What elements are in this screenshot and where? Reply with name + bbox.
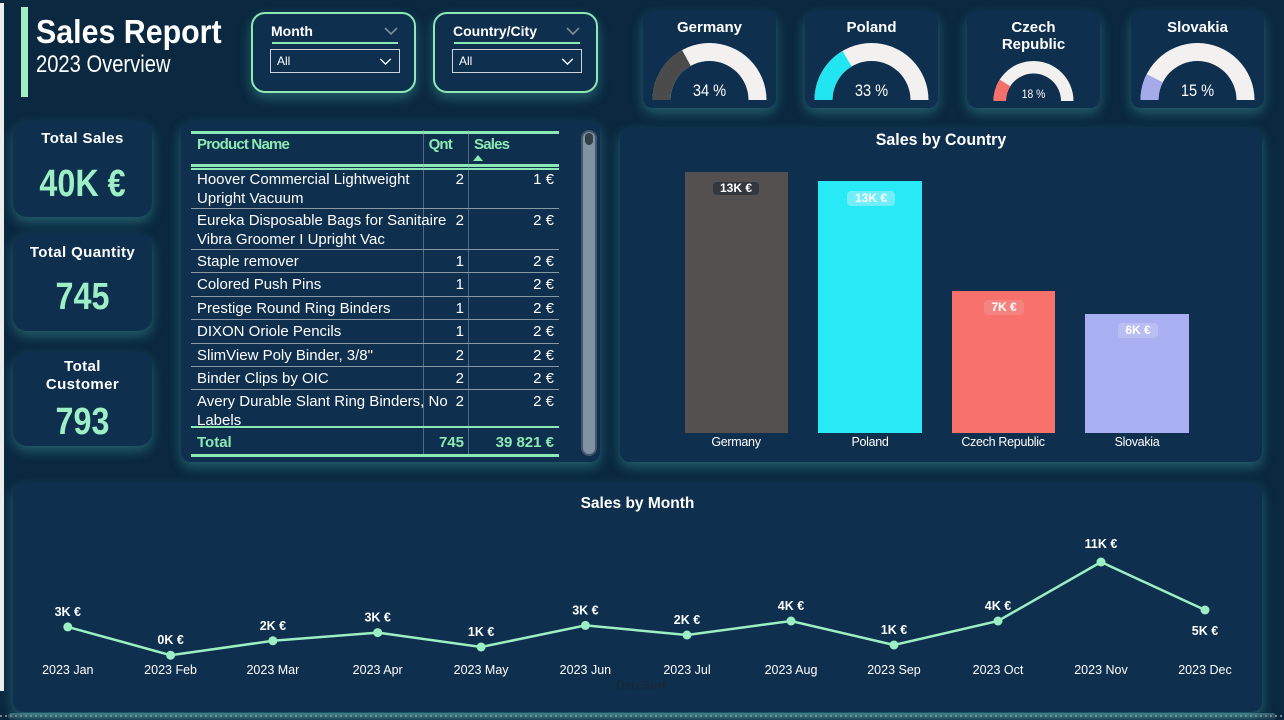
svg-text:2023 Feb: 2023 Feb bbox=[144, 663, 197, 677]
svg-text:5K €: 5K € bbox=[1192, 624, 1218, 638]
svg-text:2023 Aug: 2023 Aug bbox=[765, 663, 818, 677]
svg-text:1K €: 1K € bbox=[881, 623, 907, 637]
svg-text:2023 Jan: 2023 Jan bbox=[42, 663, 93, 677]
svg-text:2K €: 2K € bbox=[674, 613, 700, 627]
svg-text:3K €: 3K € bbox=[572, 603, 598, 617]
svg-text:4K €: 4K € bbox=[778, 599, 804, 613]
svg-text:2023 Oct: 2023 Oct bbox=[973, 663, 1024, 677]
svg-text:2023 Apr: 2023 Apr bbox=[353, 663, 403, 677]
svg-text:2023 Dec: 2023 Dec bbox=[1178, 663, 1232, 677]
svg-text:2023 Nov: 2023 Nov bbox=[1074, 663, 1128, 677]
svg-text:2023 May: 2023 May bbox=[454, 663, 510, 677]
svg-text:3K €: 3K € bbox=[55, 605, 81, 619]
svg-text:4K €: 4K € bbox=[985, 599, 1011, 613]
svg-text:2K €: 2K € bbox=[260, 619, 286, 633]
svg-text:0K €: 0K € bbox=[157, 633, 183, 647]
svg-text:2023 Jul: 2023 Jul bbox=[663, 663, 710, 677]
svg-text:2023 Mar: 2023 Mar bbox=[246, 663, 299, 677]
svg-text:2023 Jun: 2023 Jun bbox=[560, 663, 611, 677]
svg-text:1K €: 1K € bbox=[468, 625, 494, 639]
svg-text:11K €: 11K € bbox=[1085, 537, 1118, 551]
svg-text:3K €: 3K € bbox=[364, 611, 390, 625]
svg-text:2023 Sep: 2023 Sep bbox=[867, 663, 921, 677]
